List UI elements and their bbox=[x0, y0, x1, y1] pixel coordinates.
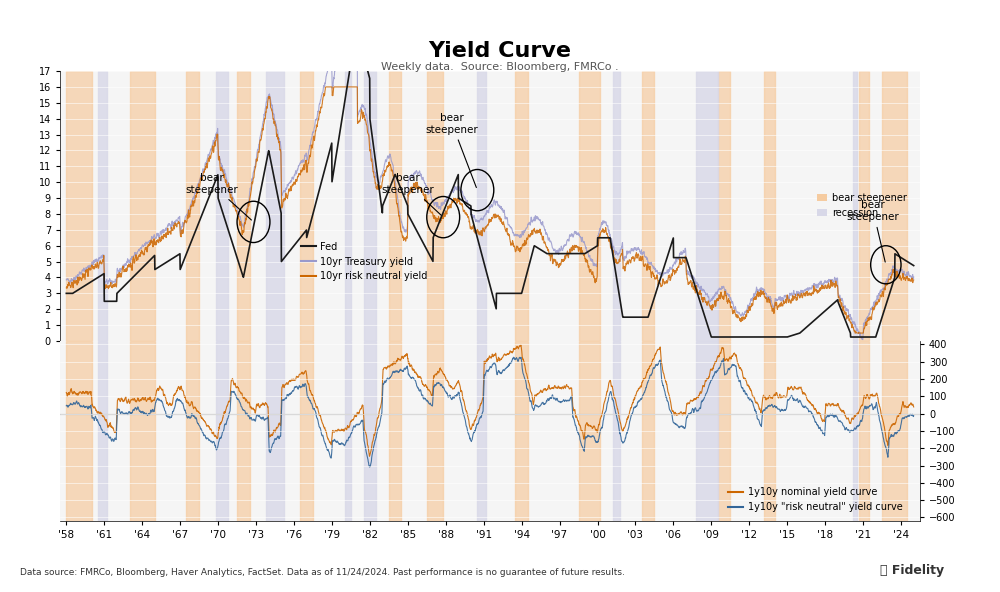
Bar bbox=[237, 341, 250, 521]
Text: Yield Curve: Yield Curve bbox=[428, 41, 572, 62]
10yr risk neutral yield bbox=[60, 284, 72, 291]
Bar bbox=[477, 71, 486, 341]
Fed bbox=[351, 21, 363, 28]
Bar bbox=[364, 71, 376, 341]
10yr risk neutral yield bbox=[320, 83, 332, 91]
Bar bbox=[859, 71, 869, 341]
10yr risk neutral yield bbox=[727, 307, 739, 314]
Bar bbox=[859, 341, 869, 521]
10yr risk neutral yield bbox=[638, 263, 650, 270]
Bar bbox=[389, 341, 401, 521]
Bar bbox=[613, 341, 620, 521]
Bar bbox=[186, 71, 199, 341]
Fed bbox=[908, 262, 920, 269]
Fed bbox=[849, 333, 861, 340]
Bar bbox=[427, 341, 443, 521]
10yr Treasury yield bbox=[857, 336, 869, 343]
Text: ✨ Fidelity: ✨ Fidelity bbox=[880, 564, 944, 577]
Bar bbox=[718, 341, 730, 521]
Fed bbox=[443, 195, 455, 202]
Bar bbox=[579, 71, 600, 341]
Bar bbox=[642, 71, 654, 341]
10yr risk neutral yield bbox=[654, 279, 666, 286]
Bar bbox=[130, 71, 155, 341]
Text: Weekly data.  Source: Bloomberg, FMRCo .: Weekly data. Source: Bloomberg, FMRCo . bbox=[381, 62, 619, 72]
Bar bbox=[300, 341, 313, 521]
Bar bbox=[515, 341, 528, 521]
Fed bbox=[728, 333, 740, 340]
10yr risk neutral yield bbox=[849, 330, 861, 337]
10yr Treasury yield bbox=[908, 274, 920, 281]
Fed bbox=[706, 333, 718, 340]
Bar bbox=[718, 71, 730, 341]
Bar bbox=[364, 341, 376, 521]
Legend: bear steepener, recession: bear steepener, recession bbox=[814, 189, 911, 222]
Bar bbox=[237, 71, 250, 341]
10yr risk neutral yield bbox=[660, 278, 672, 285]
Bar bbox=[613, 71, 620, 341]
Bar bbox=[130, 341, 155, 521]
Fed bbox=[60, 290, 72, 297]
Bar bbox=[515, 71, 528, 341]
Bar bbox=[98, 341, 107, 521]
Bar bbox=[853, 71, 857, 341]
Fed bbox=[638, 314, 650, 321]
Bar bbox=[98, 71, 107, 341]
Bar bbox=[345, 71, 351, 341]
10yr risk neutral yield bbox=[443, 202, 455, 210]
Line: Fed: Fed bbox=[66, 24, 914, 337]
Bar bbox=[696, 341, 718, 521]
Fed bbox=[660, 258, 672, 265]
Text: Data source: FMRCo, Bloomberg, Haver Analytics, FactSet. Data as of 11/24/2024. : Data source: FMRCo, Bloomberg, Haver Ana… bbox=[20, 568, 625, 577]
10yr Treasury yield bbox=[660, 269, 672, 276]
Bar bbox=[186, 341, 199, 521]
Bar bbox=[266, 71, 284, 341]
Line: 10yr risk neutral yield: 10yr risk neutral yield bbox=[66, 87, 914, 333]
10yr risk neutral yield bbox=[849, 330, 861, 337]
Bar bbox=[477, 341, 486, 521]
Text: bear
steepener: bear steepener bbox=[426, 113, 478, 188]
Fed bbox=[654, 277, 666, 284]
Text: bear
steepener: bear steepener bbox=[381, 173, 441, 215]
Bar bbox=[882, 341, 907, 521]
Bar bbox=[216, 341, 228, 521]
10yr Treasury yield bbox=[727, 301, 739, 308]
Bar bbox=[300, 71, 313, 341]
10yr Treasury yield bbox=[654, 271, 666, 278]
Bar bbox=[66, 341, 92, 521]
Legend: 1y10y nominal yield curve, 1y10y "risk neutral" yield curve: 1y10y nominal yield curve, 1y10y "risk n… bbox=[725, 484, 907, 516]
Bar bbox=[764, 341, 775, 521]
10yr Treasury yield bbox=[849, 320, 861, 327]
Bar bbox=[66, 71, 92, 341]
Bar bbox=[345, 341, 351, 521]
Text: bear
steepener: bear steepener bbox=[185, 173, 251, 220]
Bar bbox=[642, 341, 654, 521]
10yr Treasury yield bbox=[60, 276, 72, 284]
Bar bbox=[427, 71, 443, 341]
Bar bbox=[853, 341, 857, 521]
10yr risk neutral yield bbox=[908, 276, 920, 284]
Bar bbox=[216, 71, 228, 341]
Text: bear
steepener: bear steepener bbox=[847, 200, 900, 262]
Bar bbox=[764, 71, 775, 341]
Bar bbox=[882, 71, 907, 341]
Bar bbox=[696, 71, 718, 341]
10yr Treasury yield bbox=[638, 251, 650, 258]
Line: 10yr Treasury yield: 10yr Treasury yield bbox=[66, 0, 914, 340]
10yr Treasury yield bbox=[443, 192, 455, 200]
Bar bbox=[266, 341, 284, 521]
Bar bbox=[389, 71, 401, 341]
Bar bbox=[579, 341, 600, 521]
